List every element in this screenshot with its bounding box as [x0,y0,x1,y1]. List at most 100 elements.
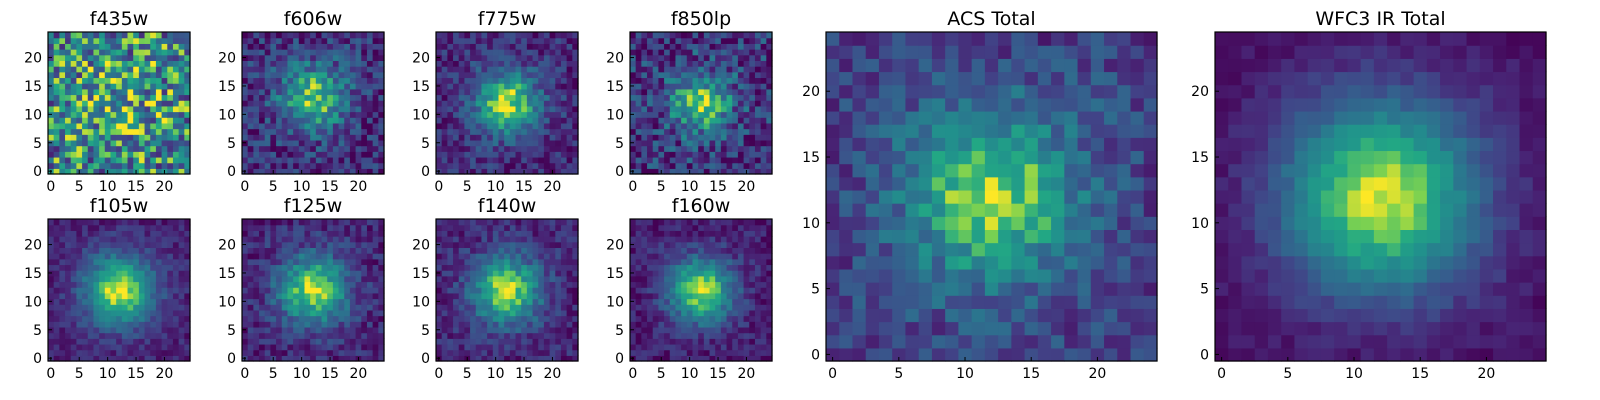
heatmap-cell [253,236,260,243]
heatmap-cell [150,332,157,339]
heatmap-cell [366,304,374,311]
heatmap-cell [361,77,368,84]
heatmap-cell [310,162,317,169]
heatmap-cell [560,156,568,164]
heatmap-cell [515,338,522,345]
heatmap-cell [441,304,448,311]
heatmap-cell [538,32,545,39]
heatmap-cell [378,37,385,44]
heatmap-cell [475,304,483,311]
heatmap-cell [681,111,688,118]
heatmap-cell [498,219,505,226]
heatmap-cell [732,111,739,118]
heatmap-cell [572,168,579,175]
heatmap-cell [720,321,728,328]
heatmap-cell [178,355,185,362]
heatmap-cell [82,162,89,169]
heatmap-cell [372,247,379,254]
heatmap-cell [521,100,528,107]
heatmap-cell [321,49,328,56]
heatmap-cell [453,168,460,175]
heatmap-cell [247,71,254,79]
heatmap-cell [293,230,300,237]
heatmap-cell [247,105,254,113]
heatmap-cell [82,253,89,260]
heatmap-cell [59,309,66,317]
heatmap-cell [436,247,443,254]
heatmap-cell [521,71,528,79]
heatmap-cell [504,236,511,243]
heatmap-cell [310,309,317,317]
heatmap-cell [82,298,89,305]
heatmap-cell [470,292,477,300]
heatmap-cell [184,60,191,67]
heatmap-cell [247,247,254,254]
heatmap-cell [658,134,665,141]
heatmap-cell [538,145,545,152]
heatmap-cell [487,298,494,305]
heatmap-cell [65,60,72,67]
heatmap-cell [155,122,163,130]
heatmap-cell [681,275,688,283]
heatmap-cell [481,219,488,226]
heatmap-cell [276,105,283,113]
heatmap-cell [515,287,522,294]
heatmap-cell [652,71,659,79]
heatmap-cell [133,105,140,113]
heatmap-cell [630,253,637,260]
heatmap-cell [332,134,340,141]
heatmap-cell [566,326,573,334]
heatmap-cell [338,54,345,61]
heatmap-cell [378,60,385,67]
heatmap-cell [560,264,568,271]
heatmap-cell [315,128,323,135]
heatmap-cell [686,304,694,311]
heatmap-cell [658,298,665,305]
heatmap-cell [498,77,505,84]
heatmap-cell [470,321,477,328]
heatmap-cell [332,151,340,158]
heatmap-cell [703,100,711,107]
heatmap-cell [470,287,477,294]
heatmap-cell [743,54,750,61]
heatmap-cell [372,117,379,124]
heatmap-cell [259,343,266,351]
heatmap-cell [321,71,328,79]
heatmap-cell [332,88,340,96]
heatmap-cell [59,292,66,300]
heatmap-cell [709,83,716,90]
heatmap-cell [532,100,539,107]
heatmap-cell [53,105,60,113]
heatmap-cell [526,304,534,311]
heatmap-cell [82,117,89,124]
heatmap-cell [264,32,271,39]
heatmap-cell [641,37,648,44]
heatmap-cell [315,315,323,322]
heatmap-cell [298,253,306,260]
x-tick-label: 0 [240,179,249,195]
heatmap-cell [65,105,72,113]
heatmap-cell [138,281,146,288]
heatmap-cell [315,88,323,96]
heatmap-cell [116,71,123,79]
heatmap-cell [293,105,300,113]
heatmap-cell [287,66,294,73]
heatmap-cell [378,264,385,271]
heatmap-cell [743,94,750,101]
heatmap-cell [686,156,694,164]
heatmap-cell [441,88,448,96]
heatmap-cell [681,43,688,50]
heatmap-cell [515,94,522,101]
heatmap-cell [315,156,323,164]
heatmap-cell [509,168,517,175]
heatmap-cell [121,241,129,248]
heatmap-cell [709,111,716,118]
heatmap-cell [453,145,460,152]
heatmap-cell [549,338,556,345]
heatmap-cell [287,309,294,317]
heatmap-cell [543,139,551,147]
heatmap-cell [378,315,385,322]
heatmap-cell [327,32,334,39]
heatmap-cell [555,219,562,226]
heatmap-cell [658,60,665,67]
